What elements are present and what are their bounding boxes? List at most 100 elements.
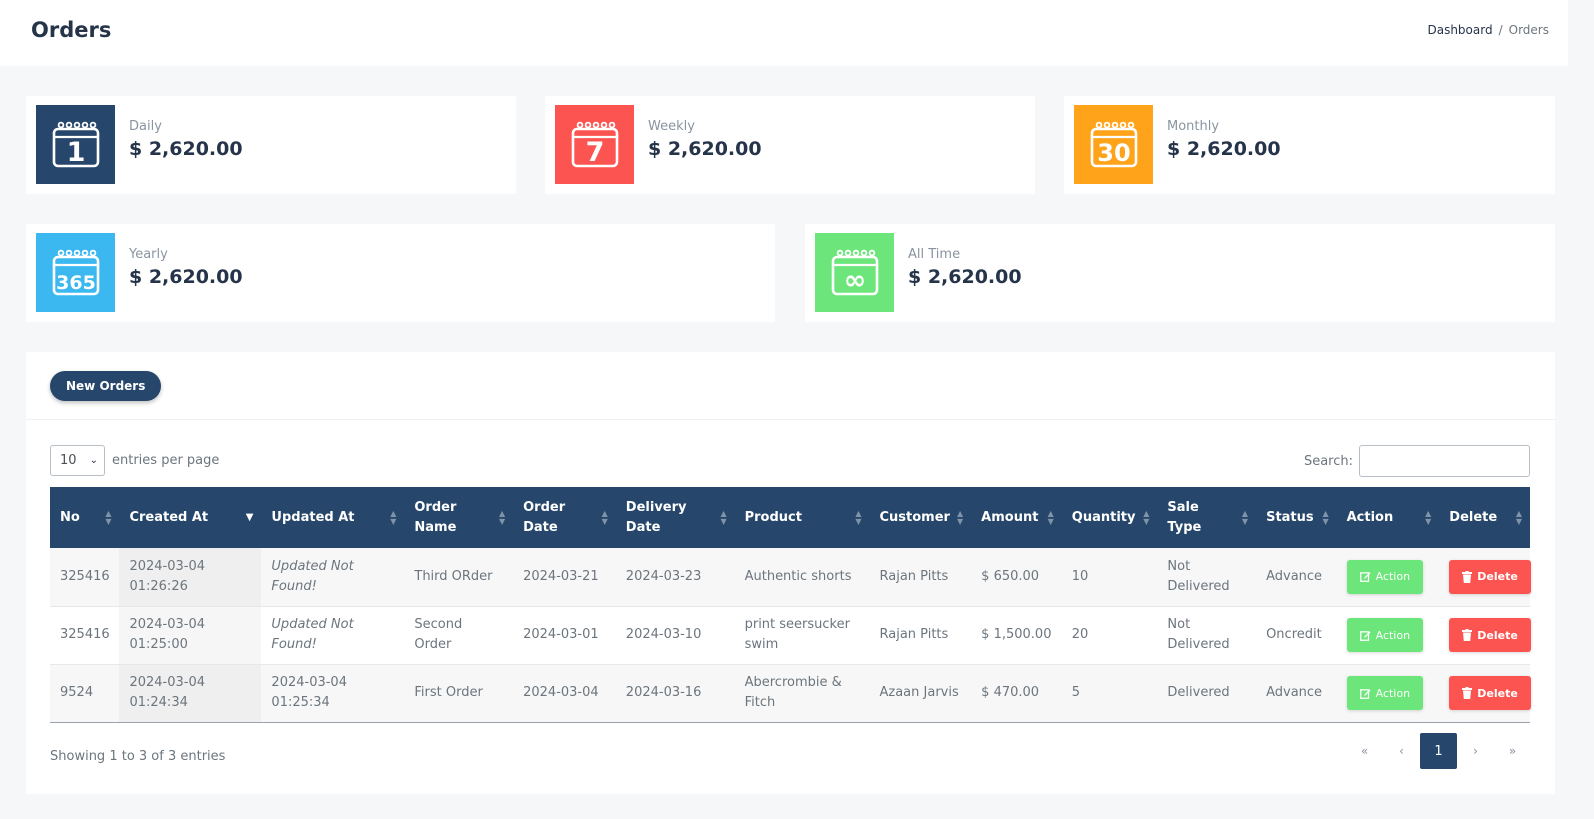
column-header-label: Order Date	[523, 499, 566, 535]
chevron-down-icon: ⌄	[89, 455, 98, 466]
column-header-sale-type[interactable]: Sale Type ▲ ▼	[1157, 487, 1256, 548]
column-header-order-name[interactable]: Order Name ▲ ▼	[404, 487, 513, 548]
cell-amount: $ 470.00	[971, 664, 1062, 723]
cell-quantity: 5	[1061, 664, 1158, 723]
calendar-30-icon: 30	[1074, 105, 1153, 184]
cell-customer: Rajan Pitts	[869, 548, 972, 607]
delete-button-label: Delete	[1477, 686, 1518, 700]
sort-arrows-icon: ▲ ▼	[498, 508, 506, 526]
cell-created: 2024-03-04 01:26:26	[119, 548, 262, 607]
column-header-product[interactable]: Product ▲ ▼	[735, 487, 870, 548]
column-header-delivery-date[interactable]: Delivery Date ▲ ▼	[616, 487, 735, 548]
sort-arrows-icon: ▼	[245, 511, 254, 523]
breadcrumb-current: Orders	[1508, 23, 1549, 37]
trash-icon	[1462, 570, 1473, 583]
action-button-label: Action	[1375, 686, 1411, 700]
cell-customer: Azaan Jarvis	[869, 664, 972, 723]
search-input[interactable]	[1359, 445, 1530, 477]
column-header-status[interactable]: Status ▲ ▼	[1256, 487, 1337, 548]
cell-status: Advance	[1256, 664, 1337, 723]
column-header-delete[interactable]: Delete ▲ ▼	[1439, 487, 1530, 548]
sort-arrows-icon: ▲ ▼	[601, 508, 608, 526]
svg-text:∞: ∞	[843, 265, 866, 296]
entries-per-page: 10 ⌄ entries per page	[50, 445, 219, 476]
column-header-action[interactable]: Action ▲ ▼	[1337, 487, 1440, 548]
cell-product: print seersucker swim	[734, 606, 870, 665]
pagination-prev-button[interactable]: ‹	[1399, 744, 1404, 758]
column-header-label: Quantity	[1071, 509, 1136, 525]
entries-label: entries per page	[112, 453, 220, 468]
cell-updated: Updated Not Found!	[261, 606, 405, 665]
cell-delivery-date: 2024-03-16	[615, 664, 735, 723]
column-header-label: No	[60, 509, 80, 525]
entries-select[interactable]: 10 ⌄	[50, 445, 105, 476]
column-header-label: Updated At	[271, 509, 355, 525]
sort-arrows-icon: ▲ ▼	[1425, 508, 1432, 526]
trash-icon	[1462, 687, 1473, 699]
cell-order-name: First Order	[404, 664, 514, 723]
delete-button[interactable]: Delete	[1449, 676, 1531, 710]
column-header-quantity[interactable]: Quantity ▲ ▼	[1062, 487, 1158, 548]
cell-order-name: Second Order	[404, 606, 514, 665]
action-button[interactable]: Action	[1346, 618, 1424, 652]
calendar-7-icon: 7	[555, 105, 634, 184]
svg-text:7: 7	[585, 137, 604, 168]
breadcrumb: Dashboard / Orders	[1427, 23, 1549, 37]
cell-order-name: Third ORder	[404, 548, 514, 607]
cell-customer: Rajan Pitts	[869, 606, 972, 665]
cell-sale-type: Not Delivered	[1157, 606, 1257, 665]
column-header-label: Delivery Date	[625, 499, 687, 535]
cell-quantity: 20	[1061, 606, 1158, 665]
delete-button[interactable]: Delete	[1449, 618, 1531, 652]
breadcrumb-dashboard-link[interactable]: Dashboard	[1427, 23, 1493, 37]
cell-delete: Delete	[1439, 664, 1531, 723]
stat-card-weekly: 7 Weekly $ 2,620.00	[545, 96, 1035, 194]
action-button[interactable]: Action	[1346, 559, 1424, 594]
pagination-last-button[interactable]: »	[1508, 744, 1517, 758]
new-orders-button[interactable]: New Orders	[50, 371, 162, 401]
table-row: 325416 2024-03-04 01:26:26 Updated Not Fou…	[50, 548, 1531, 607]
pagination-page-1-button[interactable]: 1	[1420, 733, 1457, 769]
svg-text:30: 30	[1097, 139, 1130, 167]
column-header-no[interactable]: No ▲ ▼	[50, 487, 119, 548]
stat-label: Yearly	[129, 247, 168, 262]
delete-button-label: Delete	[1477, 570, 1518, 584]
pagination-next-button[interactable]: ›	[1473, 744, 1478, 758]
stat-label: Monthly	[1167, 119, 1220, 134]
sort-arrows-icon: ▲ ▼	[1515, 508, 1522, 526]
search-label: Search:	[1303, 453, 1353, 469]
column-header-order-date[interactable]: Order Date ▲ ▼	[513, 487, 616, 548]
column-header-label: Product	[744, 509, 802, 525]
sort-arrows-icon: ▲ ▼	[390, 508, 397, 526]
card-header: New Orders	[26, 352, 1555, 420]
action-button[interactable]: Action	[1346, 676, 1424, 710]
stat-label: Weekly	[648, 119, 695, 134]
sort-arrows-icon: ▲ ▼	[1143, 508, 1150, 526]
stat-card-daily: 1 Daily $ 2,620.00	[26, 96, 516, 194]
pagination-first-button[interactable]: «	[1360, 744, 1369, 758]
sort-arrows-icon: ▲ ▼	[1047, 508, 1054, 526]
svg-text:365: 365	[56, 272, 96, 294]
column-header-created-at[interactable]: Created At ▼	[119, 487, 261, 548]
stat-value: $ 2,620.00	[648, 138, 762, 160]
edit-icon	[1359, 630, 1371, 641]
sort-arrows-icon: ▲ ▼	[105, 508, 112, 526]
table-row: 325416 2024-03-04 01:25:00 Updated Not Fou…	[50, 606, 1531, 665]
column-header-customer[interactable]: Customer ▲ ▼	[870, 487, 972, 548]
top-bar: Orders Dashboard / Orders	[0, 0, 1568, 66]
delete-button[interactable]: Delete	[1449, 559, 1531, 594]
stat-label: Daily	[129, 119, 162, 134]
search-box: Search:	[1304, 445, 1530, 477]
cell-action: Action	[1336, 548, 1440, 607]
table-header-row: No ▲ ▼ Created At ▼ Updated At ▲ ▼ Order Name ▲ ▼ O…	[50, 487, 1530, 548]
edit-icon	[1359, 572, 1371, 583]
stat-card-all-time: ∞ All Time $ 2,620.00	[805, 224, 1555, 322]
column-header-label: Delete	[1449, 509, 1498, 525]
column-header-label: Created At	[129, 509, 209, 525]
cell-action: Action	[1336, 664, 1440, 723]
column-header-amount[interactable]: Amount ▲ ▼	[971, 487, 1062, 548]
cell-sale-type: Delivered	[1157, 664, 1257, 723]
column-header-updated-at[interactable]: Updated At ▲ ▼	[261, 487, 404, 548]
page-title: Orders	[31, 18, 112, 42]
column-header-label: Action	[1346, 509, 1394, 525]
